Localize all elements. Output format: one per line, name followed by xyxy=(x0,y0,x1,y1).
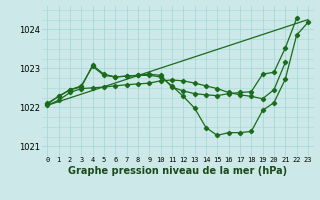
X-axis label: Graphe pression niveau de la mer (hPa): Graphe pression niveau de la mer (hPa) xyxy=(68,166,287,176)
